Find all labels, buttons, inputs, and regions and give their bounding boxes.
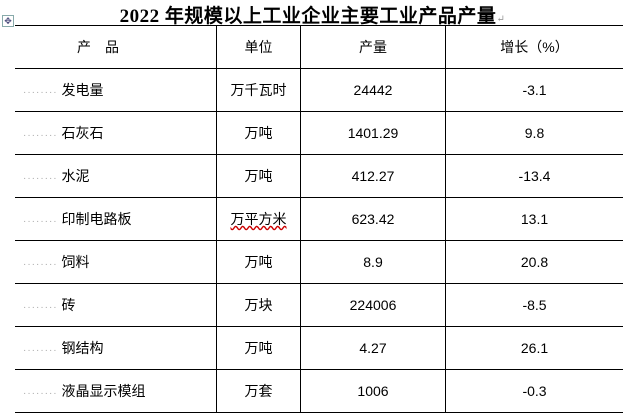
product-name: 液晶显示模组 (61, 383, 146, 399)
header-product: 产 品 (15, 25, 217, 69)
unit-text: 万块 (244, 297, 273, 313)
unit-text: 万平方米 (230, 211, 287, 227)
unit-cell: 万吨 (216, 240, 301, 284)
growth-cell: -0.3 (445, 369, 623, 413)
output-cell: 8.9 (300, 240, 446, 284)
header-growth: 增长（%） (445, 25, 623, 69)
unit-text: 万千瓦时 (230, 82, 287, 98)
product-cell: ········ 石灰石 (15, 111, 217, 155)
unit-cell: 万吨 (216, 326, 301, 370)
product-cell: ········ 液晶显示模组 (15, 369, 217, 413)
title-text: 2022 年规模以上工业企业主要工业产品产量 (119, 6, 497, 27)
product-name: 饲料 (61, 254, 90, 270)
table-move-handle-icon[interactable]: ✥ (2, 15, 14, 27)
unit-cell: 万平方米 (216, 197, 301, 241)
growth-cell: 13.1 (445, 197, 623, 241)
output-cell: 623.42 (300, 197, 446, 241)
table-row: ········ 印制电路板 万平方米 623.42 13.1 (15, 197, 623, 241)
product-cell: ········ 印制电路板 (15, 197, 217, 241)
growth-cell: 9.8 (445, 111, 623, 155)
table-row: ········ 饲料 万吨 8.9 20.8 (15, 240, 623, 284)
unit-text: 万吨 (244, 340, 273, 356)
unit-text: 万套 (244, 383, 273, 399)
unit-text: 万吨 (244, 168, 273, 184)
product-name: 砖 (61, 297, 76, 313)
header-unit: 单位 (216, 25, 301, 69)
tab-leader: ········ (23, 173, 58, 184)
table-row: ········ 砖 万块 224006 -8.5 (15, 283, 623, 327)
product-name: 发电量 (61, 82, 104, 98)
unit-cell: 万吨 (216, 111, 301, 155)
output-cell: 1401.29 (300, 111, 446, 155)
tab-leader: ········ (23, 130, 58, 141)
growth-cell: -3.1 (445, 68, 623, 112)
paragraph-mark-icon: ↵ (496, 14, 506, 25)
product-name: 水泥 (61, 168, 90, 184)
product-cell: ········ 砖 (15, 283, 217, 327)
unit-cell: 万吨 (216, 154, 301, 198)
table-row: ········ 石灰石 万吨 1401.29 9.8 (15, 111, 623, 155)
growth-cell: 20.8 (445, 240, 623, 284)
growth-cell: -13.4 (445, 154, 623, 198)
tab-leader: ········ (23, 345, 58, 356)
unit-cell: 万千瓦时 (216, 68, 301, 112)
table-row: ········ 发电量 万千瓦时 24442 -3.1 (15, 68, 623, 112)
tab-leader: ········ (23, 259, 58, 270)
table-row: ········ 液晶显示模组 万套 1006 -0.3 (15, 369, 623, 413)
product-cell: ········ 发电量 (15, 68, 217, 112)
tab-leader: ········ (23, 302, 58, 313)
document-title: 2022 年规模以上工业企业主要工业产品产量↵ (0, 1, 625, 28)
unit-text: 万吨 (244, 254, 273, 270)
product-cell: ········ 饲料 (15, 240, 217, 284)
tab-leader: ········ (23, 87, 58, 98)
table-row: ········ 水泥 万吨 412.27 -13.4 (15, 154, 623, 198)
product-name: 石灰石 (61, 125, 104, 141)
tab-leader: ········ (23, 216, 58, 227)
product-name: 钢结构 (61, 340, 104, 356)
output-cell: 4.27 (300, 326, 446, 370)
product-output-table: 产 品 单位 产量 增长（%） ········ 发电量 万千瓦时 24442 … (15, 25, 623, 413)
output-cell: 412.27 (300, 154, 446, 198)
output-cell: 24442 (300, 68, 446, 112)
unit-cell: 万套 (216, 369, 301, 413)
header-output: 产量 (300, 25, 446, 69)
table-header-row: 产 品 单位 产量 增长（%） (15, 25, 623, 69)
unit-cell: 万块 (216, 283, 301, 327)
table-row: ········ 钢结构 万吨 4.27 26.1 (15, 326, 623, 370)
growth-cell: 26.1 (445, 326, 623, 370)
product-cell: ········ 钢结构 (15, 326, 217, 370)
output-cell: 224006 (300, 283, 446, 327)
output-cell: 1006 (300, 369, 446, 413)
unit-text: 万吨 (244, 125, 273, 141)
tab-leader: ········ (23, 388, 58, 399)
growth-cell: -8.5 (445, 283, 623, 327)
product-name: 印制电路板 (61, 211, 132, 227)
product-cell: ········ 水泥 (15, 154, 217, 198)
